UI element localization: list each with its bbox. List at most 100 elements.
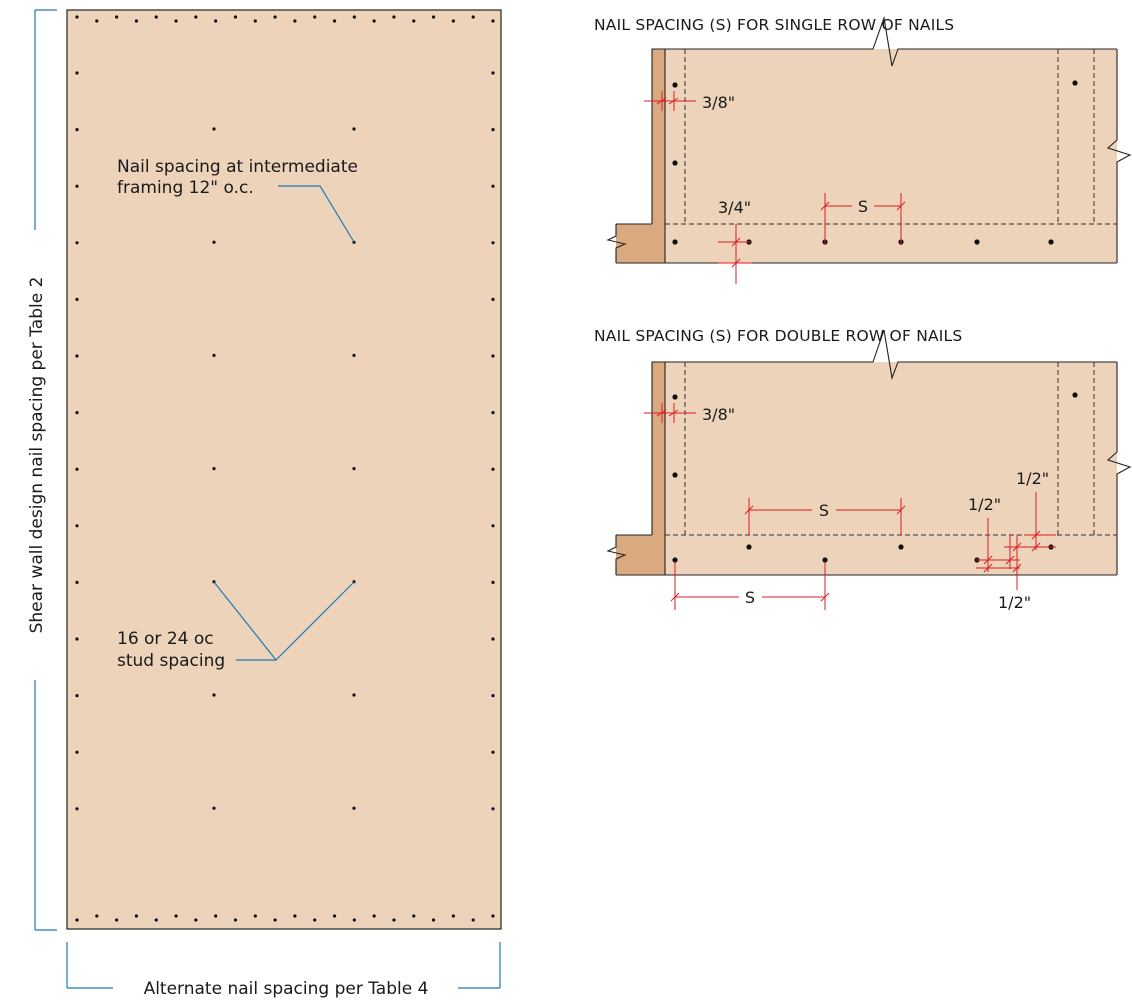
panel-edge-nail-right — [491, 637, 495, 641]
panel-edge-nail-right — [491, 71, 495, 75]
panel-edge-nail-left — [75, 524, 79, 528]
panel-edge-nail-top — [273, 15, 277, 19]
panel-edge-nail-right — [491, 807, 495, 811]
double-end-stud — [652, 362, 665, 535]
panel-edge-nail-top — [154, 15, 158, 19]
panel-edge-nail-bottom — [95, 914, 99, 918]
double-row-title: NAIL SPACING (S) FOR DOUBLE ROW OF NAILS — [594, 327, 962, 345]
single-framing-lines — [665, 49, 1117, 225]
panel-edge-nail-bottom — [273, 918, 277, 922]
panel-edge-nail-bottom — [214, 914, 218, 918]
panel-edge-nail-right — [491, 524, 495, 528]
double-bottom-plate — [665, 535, 1117, 575]
field-nail-stud-2 — [352, 353, 356, 357]
panel-edge-nail-top — [75, 15, 79, 19]
single-row-detail: NAIL SPACING (S) FOR SINGLE ROW OF NAILS — [594, 15, 1132, 284]
double-half-inch-label-c: 1/2" — [998, 593, 1031, 612]
double-half-inch-label-b: 1/2" — [968, 495, 1001, 514]
double-outlines — [606, 329, 1132, 576]
panel-edge-nail-right — [491, 354, 495, 358]
plate-nail — [672, 239, 678, 245]
panel-nails — [75, 15, 495, 922]
panel-edge-nail-top — [392, 15, 396, 19]
field-nail-stud-1 — [212, 127, 216, 131]
field-nail-stud-2 — [352, 806, 356, 810]
panel-edge-nail-left — [75, 184, 79, 188]
panel-edge-nail-left — [75, 637, 79, 641]
panel-edge-nail-left — [75, 807, 79, 811]
panel-edge-nail-bottom — [115, 918, 119, 922]
panel-edge-nail-bottom — [154, 918, 158, 922]
panel-edge-nail-bottom — [75, 918, 79, 922]
panel-edge-nail-top — [174, 19, 178, 23]
panel-edge-nail-top — [95, 19, 99, 23]
panel-edge-nail-left — [75, 467, 79, 471]
panel-edge-nail-left — [75, 354, 79, 358]
double-nails — [672, 392, 1078, 563]
panel-edge-nail-left — [75, 411, 79, 415]
single-bottom-plate — [665, 224, 1117, 263]
detail-nail — [672, 394, 678, 400]
panel-edge-nail-right — [491, 694, 495, 698]
panel-edge-nail-top — [233, 15, 238, 19]
double-lower-spacing-label: S — [745, 588, 755, 607]
panel-edge-nail-left — [75, 71, 79, 75]
panel-edge-nail-bottom — [471, 918, 475, 922]
panel-edge-nail-top — [412, 19, 416, 23]
panel-edge-nail-left — [75, 694, 79, 698]
single-dimensions — [644, 91, 906, 284]
field-nail-stud-2 — [352, 127, 356, 131]
double-dimensions — [644, 403, 1056, 610]
panel-edge-nail-right — [491, 128, 495, 132]
field-nail-stud-1 — [212, 467, 216, 471]
detail-nail — [1072, 392, 1078, 398]
stud-callout-line2: stud spacing — [117, 651, 225, 671]
panel-edge-nail-top — [214, 19, 218, 23]
single-edge-dim-label: 3/8" — [702, 93, 735, 112]
panel-edge-nail-top — [134, 19, 139, 23]
single-row-title: NAIL SPACING (S) FOR SINGLE ROW OF NAILS — [594, 16, 954, 34]
panel-edge-nail-right — [491, 580, 495, 585]
panel-edge-nail-top — [372, 19, 376, 23]
panel-edge-nail-top — [253, 19, 257, 23]
panel-edge-nail-top — [491, 19, 495, 23]
double-half-inch-label-a: 1/2" — [1016, 469, 1049, 488]
detail-nail — [672, 472, 678, 478]
panel-edge-nail-top — [332, 19, 337, 23]
field-nail-stud-1 — [212, 240, 216, 244]
panel-edge-nail-top — [293, 19, 297, 23]
field-nail-stud-1 — [212, 693, 216, 697]
panel-edge-nail-bottom — [194, 918, 198, 922]
panel-edge-nail-left — [75, 128, 79, 132]
detail-nail — [672, 82, 678, 88]
plate-nail — [974, 239, 980, 245]
single-end-stud — [652, 49, 665, 224]
panel-edge-nail-bottom — [253, 914, 257, 918]
single-outlines — [606, 15, 1132, 264]
single-nails — [672, 80, 1078, 245]
field-nail-stud-2 — [352, 693, 356, 697]
horizontal-dimension-label: Alternate nail spacing per Table 4 — [144, 979, 429, 999]
sheathing-panel-group — [66, 9, 502, 930]
plate-nail-lower-row — [672, 557, 678, 563]
panel-edge-nail-left — [75, 750, 79, 754]
double-edge-dim-label: 3/8" — [702, 405, 735, 424]
panel-edge-nail-bottom — [352, 918, 356, 922]
double-sheathing — [665, 362, 1117, 535]
panel-edge-nail-bottom — [412, 914, 416, 918]
panel-edge-nail-top — [352, 15, 356, 19]
panel-edge-nail-bottom — [392, 918, 396, 922]
panel-edge-nail-bottom — [332, 914, 337, 918]
panel-edge-nail-right — [491, 184, 495, 188]
panel-edge-nail-bottom — [174, 914, 178, 918]
panel-edge-nail-left — [75, 297, 79, 301]
plate-nail — [1048, 239, 1054, 245]
panel-edge-nail-right — [491, 241, 495, 245]
plate-nail-lower-row — [822, 557, 828, 563]
panel-edge-nail-bottom — [372, 914, 376, 918]
field-nail-stud-1 — [212, 806, 216, 810]
double-row-detail: NAIL SPACING (S) FOR DOUBLE ROW OF NAILS — [594, 327, 1132, 612]
panel-edge-nail-bottom — [313, 918, 317, 922]
intermediate-callout-line1: Nail spacing at intermediate — [117, 157, 358, 177]
